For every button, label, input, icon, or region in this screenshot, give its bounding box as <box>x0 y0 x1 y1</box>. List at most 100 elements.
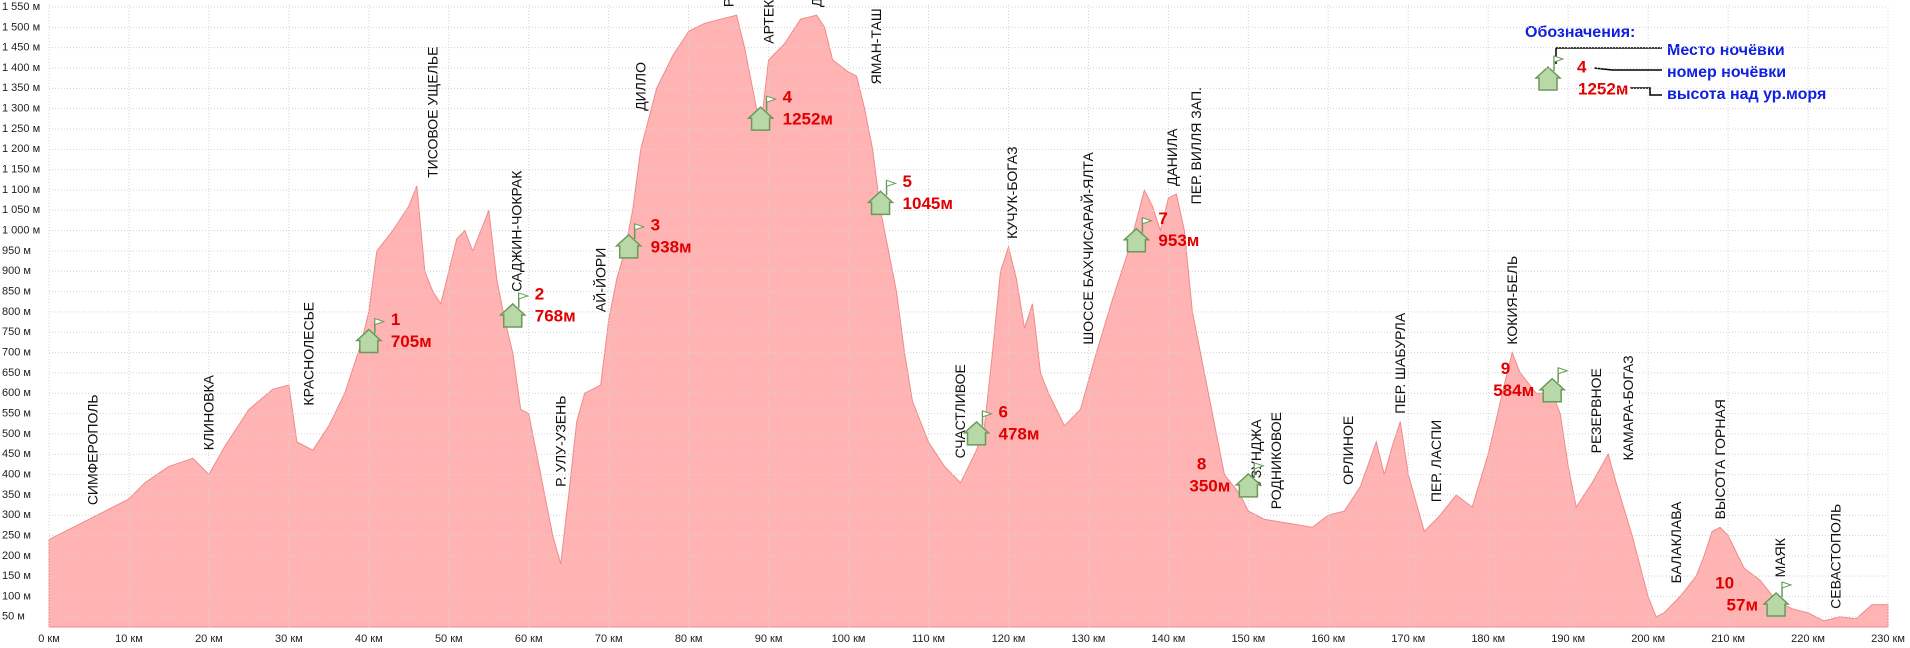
camp-icon <box>1538 367 1569 403</box>
camp-house <box>1762 591 1790 617</box>
x-tick-label: 110 км <box>912 633 945 645</box>
camp-number: 10 <box>1715 573 1734 592</box>
camp-flag <box>1557 367 1569 375</box>
x-tick-label: 230 км <box>1871 633 1905 645</box>
camp-house <box>1538 377 1567 403</box>
legend-connector <box>1630 87 1662 96</box>
camp-height: 350м <box>1189 476 1230 495</box>
camp-height: 705м <box>391 332 432 351</box>
x-tick-label: 200 км <box>1631 633 1665 645</box>
y-tick-label: 500 м <box>2 428 31 440</box>
camp-number: 8 <box>1197 454 1206 473</box>
x-tick-label: 90 км <box>755 633 783 645</box>
camp-number: 3 <box>651 215 660 234</box>
y-tick-label: 1 350 м <box>2 82 40 94</box>
x-tick-label: 0 км <box>38 633 60 645</box>
legend-height: высота над ур.моря <box>1667 86 1826 103</box>
place-label: РОМАН-КОШ <box>720 0 736 7</box>
y-tick-label: 950 м <box>2 245 31 257</box>
y-tick-label: 250 м <box>2 529 31 541</box>
camp-height: 938м <box>651 237 692 256</box>
camp-house <box>866 190 895 216</box>
y-tick-label: 1 450 м <box>2 42 40 54</box>
place-label: РОДНИКОВОЕ <box>1268 412 1284 509</box>
y-tick-label: 850 м <box>2 286 31 298</box>
x-tick-label: 220 км <box>1791 633 1825 645</box>
x-tick-label: 20 км <box>195 633 223 645</box>
camp-flag <box>981 410 994 418</box>
camp-flag <box>634 223 646 231</box>
y-tick-label: 600 м <box>2 387 31 399</box>
x-tick-label: 160 км <box>1311 633 1345 645</box>
y-tick-label: 1 100 м <box>2 184 40 196</box>
camp-height: 478м <box>998 424 1039 443</box>
camp-house <box>746 106 775 131</box>
y-tick-label: 1 300 м <box>2 103 40 115</box>
camp-flag <box>374 317 386 326</box>
place-label: Р. УЛУ-УЗЕНЬ <box>552 396 568 487</box>
y-tick-label: 1 050 м <box>2 204 40 216</box>
camp-icon <box>498 292 530 328</box>
place-label: КОКИЯ-БЕЛЬ <box>1504 256 1520 345</box>
camp-house <box>614 233 643 259</box>
x-tick-label: 50 км <box>435 633 463 645</box>
x-tick-label: 130 км <box>1072 633 1106 645</box>
y-tick-label: 350 м <box>2 489 31 501</box>
y-tick-label: 100 м <box>2 590 31 602</box>
x-tick-label: 10 км <box>115 633 143 645</box>
place-label: ДАНИЛА <box>1164 128 1180 186</box>
place-label: БАЛАКЛАВА <box>1668 501 1684 584</box>
y-tick-label: 1 400 м <box>2 62 40 74</box>
place-label: ОРЛИНОЕ <box>1340 416 1356 485</box>
camp-number: 4 <box>783 88 793 107</box>
camp-height: 584м <box>1493 381 1534 400</box>
legend-sample-number: 4 <box>1577 57 1587 76</box>
x-tick-label: 70 км <box>595 633 623 645</box>
camp-house <box>1234 472 1263 498</box>
place-label: УЗУНДЖА <box>1248 419 1264 487</box>
place-label: АРТЕКОВСКАЯ ПОЛЯНА <box>760 0 776 44</box>
place-label: РЕЗЕРВНОЕ <box>1588 368 1604 453</box>
camp-height: 1045м <box>903 194 953 213</box>
y-tick-label: 750 м <box>2 326 31 338</box>
camp-flag <box>518 292 530 300</box>
x-tick-label: 210 км <box>1711 633 1745 645</box>
x-tick-label: 30 км <box>275 633 303 645</box>
camp-flag <box>766 95 778 103</box>
place-label: ПЕР. ВИЛЛЯ ЗАП. <box>1188 87 1204 204</box>
legend-number: номер ночёвки <box>1667 64 1786 81</box>
legend-connector <box>1555 47 1662 64</box>
camp-icon <box>1762 581 1793 617</box>
place-label: АЙ-ЙОРИ <box>591 248 608 312</box>
camp-icon <box>1234 462 1265 498</box>
legend-place: Место ночёвки <box>1667 42 1785 59</box>
x-tick-label: 60 км <box>515 633 543 645</box>
place-label: САДЖИН-ЧОКРАК <box>508 170 524 292</box>
y-tick-label: 400 м <box>2 468 31 480</box>
place-label: ШОССЕ БАХЧИСАРАЙ-ЯЛТА <box>1079 151 1096 344</box>
y-tick-label: 700 м <box>2 346 31 358</box>
y-tick-label: 200 м <box>2 550 31 562</box>
camp-height: 1252м <box>783 110 833 129</box>
camp-number: 7 <box>1158 209 1167 228</box>
y-tick-label: 800 м <box>2 306 31 318</box>
y-tick-label: 150 м <box>2 570 31 582</box>
place-label: ДИЛЛО <box>632 62 648 111</box>
camp-height: 953м <box>1158 231 1199 250</box>
camp-number: 1 <box>391 310 400 329</box>
place-label: МАЯК <box>1772 537 1788 577</box>
legend-camp-icon <box>1534 55 1565 91</box>
camp-icon <box>962 410 994 446</box>
legend: Обозначения: Место ночёвки номер ночёвки… <box>1525 24 1826 103</box>
x-tick-label: 120 км <box>992 633 1026 645</box>
camp-number: 2 <box>535 284 544 303</box>
camp-height: 768м <box>535 306 576 325</box>
y-tick-label: 1 000 м <box>2 225 40 237</box>
x-tick-label: 100 км <box>832 633 866 645</box>
y-tick-label: 50 м <box>2 611 25 623</box>
x-tick-label: 190 км <box>1551 633 1585 645</box>
legend-title: Обозначения: <box>1525 24 1635 41</box>
camp-number: 6 <box>998 402 1007 421</box>
camp-icon <box>866 179 898 216</box>
